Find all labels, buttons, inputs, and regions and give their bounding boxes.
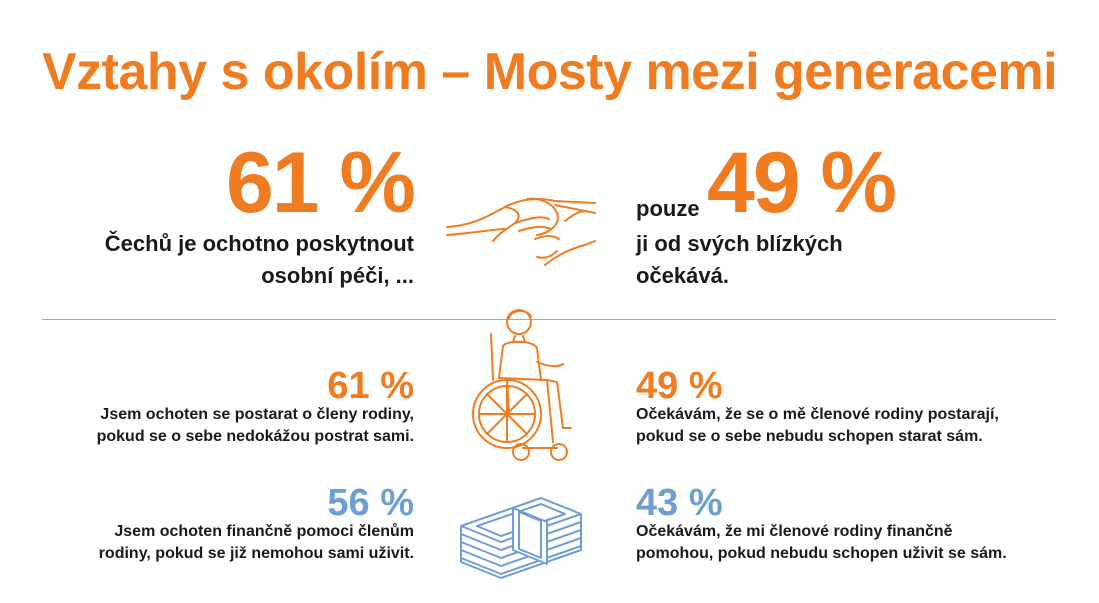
- wheelchair-icon: [472, 309, 572, 461]
- divider: [42, 319, 1056, 320]
- top-left-percentage: 61 %: [225, 135, 416, 231]
- row2-left-text: Jsem ochoten finančně pomoci členům rodi…: [98, 523, 414, 562]
- row2-right-text: Očekávám, že mi členové rodiny finančně …: [636, 523, 1007, 562]
- top-right-percentage: 49 %: [707, 135, 897, 231]
- row2-right-percentage: 43 %: [636, 482, 723, 524]
- row1-left-text: Jsem ochoten se postarat o členy rodiny,…: [96, 406, 414, 445]
- holding-hands-icon: [446, 197, 596, 266]
- row1-left-percentage: 61 %: [327, 365, 414, 407]
- row1-right-text: Očekávám, že se o mě členové rodiny post…: [636, 406, 999, 445]
- money-stack-icon: [460, 497, 582, 579]
- page-title: Vztahy s okolím – Mosty mezi generacemi: [41, 43, 1058, 101]
- top-left-text: Čechů je ochotno poskytnout osobní péči,…: [104, 231, 414, 288]
- top-right-prefix: pouze: [636, 196, 700, 221]
- row2-left-percentage: 56 %: [327, 482, 414, 524]
- row1-right-percentage: 49 %: [636, 365, 723, 407]
- top-right-text: ji od svých blízkých očekává.: [636, 231, 843, 288]
